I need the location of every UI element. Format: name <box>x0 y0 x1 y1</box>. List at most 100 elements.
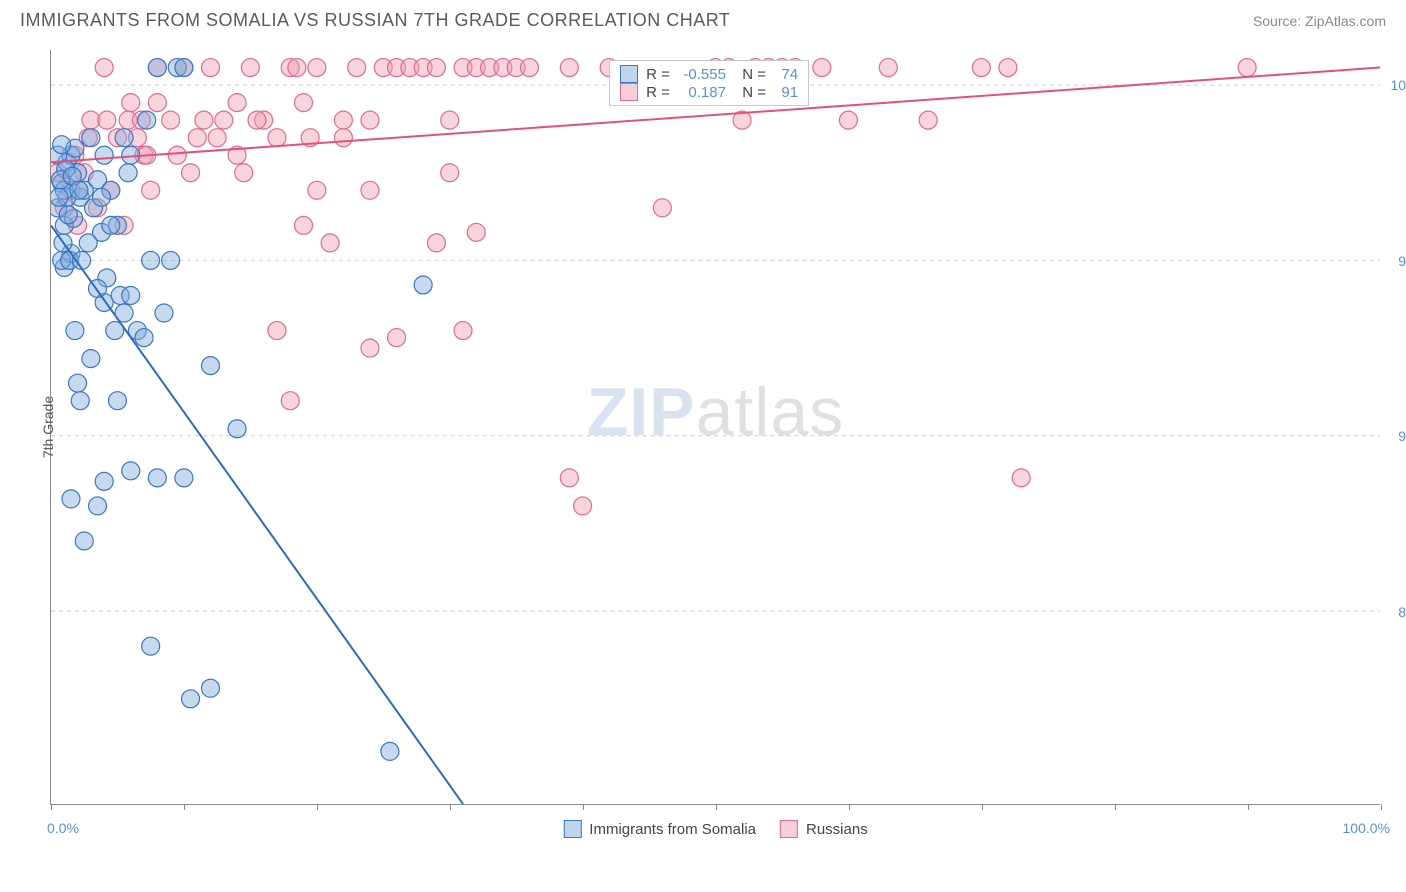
data-point <box>308 59 326 77</box>
source-attribution: Source: ZipAtlas.com <box>1253 13 1386 29</box>
data-point <box>919 111 937 129</box>
x-axis-max-label: 100.0% <box>1343 820 1390 836</box>
data-point <box>148 59 166 77</box>
data-point <box>175 469 193 487</box>
data-point <box>334 129 352 147</box>
data-point <box>70 181 88 199</box>
data-point <box>182 164 200 182</box>
data-point <box>62 490 80 508</box>
x-tick <box>1248 804 1249 810</box>
data-point <box>95 146 113 164</box>
data-point <box>122 94 140 112</box>
data-point <box>560 469 578 487</box>
legend-N-label: N = <box>734 84 766 101</box>
data-point <box>53 136 71 154</box>
data-point <box>361 181 379 199</box>
legend-R-label: R = <box>646 84 670 101</box>
data-point <box>388 329 406 347</box>
data-point <box>454 322 472 340</box>
x-tick <box>982 804 983 810</box>
data-point <box>79 234 97 252</box>
data-point <box>122 462 140 480</box>
legend-N-value: 74 <box>774 66 798 83</box>
data-point <box>441 111 459 129</box>
data-point <box>71 392 89 410</box>
data-point <box>148 469 166 487</box>
data-point <box>201 357 219 375</box>
x-tick <box>1381 804 1382 810</box>
data-point <box>334 111 352 129</box>
y-tick-label: 90.0% <box>1398 428 1406 444</box>
data-point <box>182 690 200 708</box>
data-point <box>95 472 113 490</box>
y-tick-label: 85.0% <box>1398 604 1406 620</box>
data-point <box>361 111 379 129</box>
data-point <box>82 111 100 129</box>
legend-R-value: 0.187 <box>678 84 726 101</box>
data-point <box>82 350 100 368</box>
data-point <box>1012 469 1030 487</box>
data-point <box>162 251 180 269</box>
data-point <box>51 188 68 206</box>
data-point <box>98 111 116 129</box>
data-point <box>427 234 445 252</box>
legend-item: Immigrants from Somalia <box>563 820 756 838</box>
data-point <box>288 59 306 77</box>
data-point <box>108 392 126 410</box>
data-point <box>175 59 193 77</box>
data-point <box>89 497 107 515</box>
data-point <box>155 304 173 322</box>
data-point <box>467 223 485 241</box>
data-point <box>813 59 831 77</box>
x-tick <box>184 804 185 810</box>
data-point <box>142 637 160 655</box>
data-point <box>520 59 538 77</box>
data-point <box>441 164 459 182</box>
data-point <box>66 322 84 340</box>
data-point <box>168 146 186 164</box>
data-point <box>281 392 299 410</box>
data-point <box>135 329 153 347</box>
legend-N-value: 91 <box>774 84 798 101</box>
data-point <box>75 532 93 550</box>
data-point <box>427 59 445 77</box>
x-axis-min-label: 0.0% <box>47 820 79 836</box>
series-legend: Immigrants from Somalia Russians <box>563 820 867 838</box>
x-tick <box>450 804 451 810</box>
data-point <box>195 111 213 129</box>
data-point <box>235 164 253 182</box>
data-point <box>308 181 326 199</box>
data-point <box>348 59 366 77</box>
data-point <box>653 199 671 217</box>
legend-swatch <box>620 65 638 83</box>
x-tick <box>583 804 584 810</box>
data-point <box>295 94 313 112</box>
data-point <box>138 111 156 129</box>
legend-label: Russians <box>806 821 868 838</box>
trend-line <box>51 225 463 804</box>
data-point <box>839 111 857 129</box>
data-point <box>215 111 233 129</box>
data-point <box>122 287 140 305</box>
data-point <box>999 59 1017 77</box>
data-point <box>241 59 259 77</box>
legend-R-label: R = <box>646 66 670 83</box>
stats-legend-row: R = 0.187 N = 91 <box>620 83 798 101</box>
data-point <box>201 679 219 697</box>
data-point <box>148 94 166 112</box>
data-point <box>59 206 77 224</box>
data-point <box>972 59 990 77</box>
data-point <box>102 216 120 234</box>
legend-R-value: -0.555 <box>678 66 726 83</box>
data-point <box>115 129 133 147</box>
data-point <box>1238 59 1256 77</box>
data-point <box>119 164 137 182</box>
stats-legend-row: R = -0.555 N = 74 <box>620 65 798 83</box>
data-point <box>268 129 286 147</box>
x-tick <box>51 804 52 810</box>
data-point <box>414 276 432 294</box>
legend-item: Russians <box>780 820 868 838</box>
data-point <box>142 181 160 199</box>
y-tick-label: 100.0% <box>1391 77 1406 93</box>
data-point <box>69 374 87 392</box>
